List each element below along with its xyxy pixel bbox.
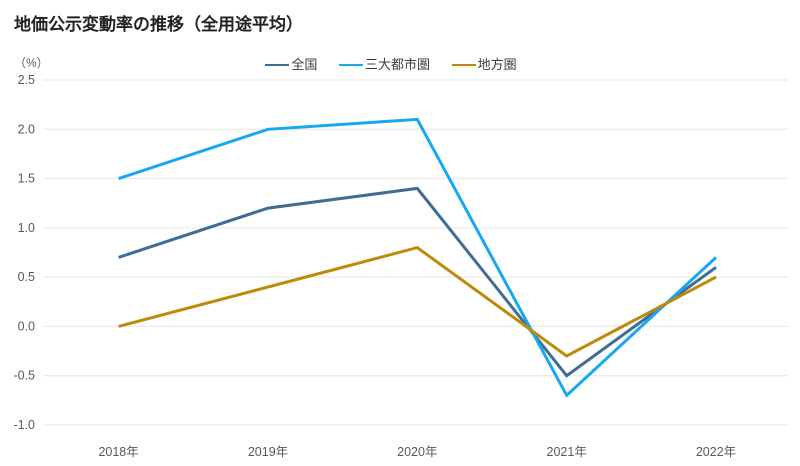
svg-text:1.5: 1.5 <box>18 172 35 186</box>
svg-text:-1.0: -1.0 <box>13 418 35 432</box>
svg-text:2019年: 2019年 <box>248 445 288 459</box>
svg-text:2.5: 2.5 <box>18 73 35 87</box>
svg-text:2018年: 2018年 <box>98 445 138 459</box>
svg-text:0.5: 0.5 <box>18 270 35 284</box>
svg-text:2021年: 2021年 <box>547 445 587 459</box>
svg-text:2020年: 2020年 <box>397 445 437 459</box>
svg-text:-0.5: -0.5 <box>13 369 35 383</box>
svg-text:1.0: 1.0 <box>18 221 35 235</box>
svg-text:2.0: 2.0 <box>18 122 35 136</box>
svg-text:2022年: 2022年 <box>696 445 736 459</box>
svg-text:0.0: 0.0 <box>18 319 35 333</box>
